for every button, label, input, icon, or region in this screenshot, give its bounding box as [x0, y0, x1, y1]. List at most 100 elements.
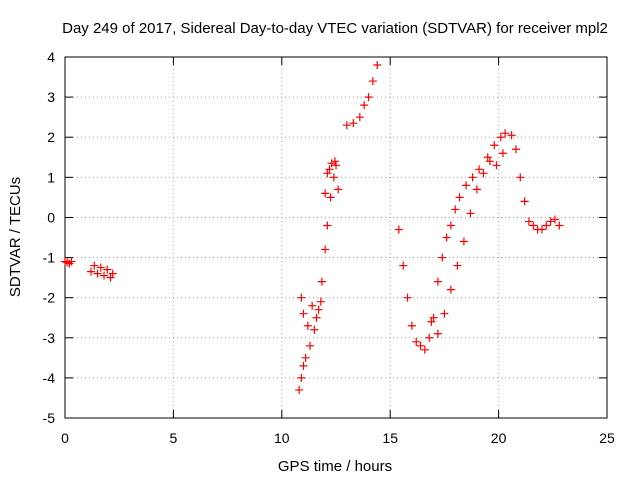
data-point — [305, 341, 314, 350]
y-tick-label: -2 — [43, 290, 56, 306]
data-point — [496, 133, 505, 142]
data-point — [462, 181, 471, 190]
y-tick-label: 4 — [47, 49, 55, 65]
y-tick-label: 0 — [47, 209, 55, 225]
data-point — [323, 169, 332, 178]
data-point — [103, 265, 112, 274]
y-tick-label: 2 — [47, 129, 55, 145]
data-point — [342, 121, 351, 130]
data-point — [427, 317, 436, 326]
x-tick-label: 10 — [274, 430, 290, 446]
x-tick-label: 5 — [170, 430, 178, 446]
data-point — [429, 313, 438, 322]
y-axis-ticks: -5 -4 -3 -2 -1 0 1 2 3 4 — [43, 49, 607, 426]
data-point — [416, 341, 425, 350]
data-point — [312, 313, 321, 322]
data-point — [316, 297, 325, 306]
data-point — [420, 345, 429, 354]
data-point — [299, 361, 308, 370]
data-point — [317, 277, 326, 286]
data-point — [349, 119, 358, 128]
data-point — [468, 173, 477, 182]
data-point — [451, 205, 460, 214]
data-point — [466, 209, 475, 218]
y-tick-label: -1 — [43, 250, 56, 266]
data-point — [326, 193, 335, 202]
data-point — [310, 325, 319, 334]
data-point — [67, 257, 76, 266]
data-point — [425, 333, 434, 342]
data-point — [360, 101, 369, 110]
data-point — [100, 271, 109, 280]
data-point — [407, 321, 416, 330]
data-point — [472, 185, 481, 194]
data-point — [299, 309, 308, 318]
data-point — [537, 225, 546, 234]
data-point — [550, 215, 559, 224]
y-tick-label: -5 — [43, 410, 56, 426]
data-point — [314, 305, 323, 314]
x-axis-ticks: 0 5 10 15 20 25 — [61, 57, 615, 446]
data-point — [373, 61, 382, 70]
data-point — [93, 269, 102, 278]
data-point — [555, 221, 564, 230]
x-axis-label: GPS time / hours — [278, 458, 392, 475]
data-point — [368, 77, 377, 86]
y-axis-label: SDTVAR / TECUs — [7, 177, 24, 297]
data-point — [501, 129, 510, 138]
data-point — [490, 141, 499, 150]
data-point — [334, 185, 343, 194]
y-tick-label: -4 — [43, 370, 56, 386]
data-point — [498, 149, 507, 158]
data-point — [529, 221, 538, 230]
data-point — [520, 197, 529, 206]
x-tick-label: 15 — [382, 430, 398, 446]
data-point — [483, 153, 492, 162]
data-point — [330, 157, 339, 166]
data-point — [394, 225, 403, 234]
data-point — [303, 321, 312, 330]
data-point — [301, 353, 310, 362]
data-point — [323, 221, 332, 230]
data-point — [412, 337, 421, 346]
data-point — [546, 217, 555, 226]
data-point — [438, 253, 447, 262]
y-tick-label: -3 — [43, 330, 56, 346]
data-point — [108, 269, 117, 278]
data-point — [516, 173, 525, 182]
data-point — [453, 261, 462, 270]
data-point — [90, 261, 99, 270]
chart-title: Day 249 of 2017, Sidereal Day-to-day VTE… — [62, 20, 608, 37]
data-point — [297, 293, 306, 302]
data-point — [321, 245, 330, 254]
data-point — [96, 263, 105, 272]
data-point — [511, 145, 520, 154]
data-point — [433, 277, 442, 286]
data-point — [364, 93, 373, 102]
data-point — [442, 233, 451, 242]
data-point — [446, 285, 455, 294]
plot-frame — [64, 56, 608, 419]
vertical-gridlines — [172, 57, 500, 418]
data-point — [475, 165, 484, 174]
data-point — [297, 373, 306, 382]
data-point — [403, 293, 412, 302]
data-point — [433, 329, 442, 338]
x-tick-label: 20 — [491, 430, 507, 446]
data-point — [459, 237, 468, 246]
data-point — [492, 161, 501, 170]
data-point — [440, 309, 449, 318]
data-point — [329, 173, 338, 182]
data-point — [295, 385, 304, 394]
y-tick-label: 3 — [47, 89, 55, 105]
data-point — [455, 193, 464, 202]
data-point — [399, 261, 408, 270]
data-point — [524, 217, 533, 226]
data-point — [87, 267, 96, 276]
data-point — [355, 113, 364, 122]
y-tick-label: 1 — [47, 169, 55, 185]
data-points — [61, 61, 564, 394]
data-point — [321, 189, 330, 198]
